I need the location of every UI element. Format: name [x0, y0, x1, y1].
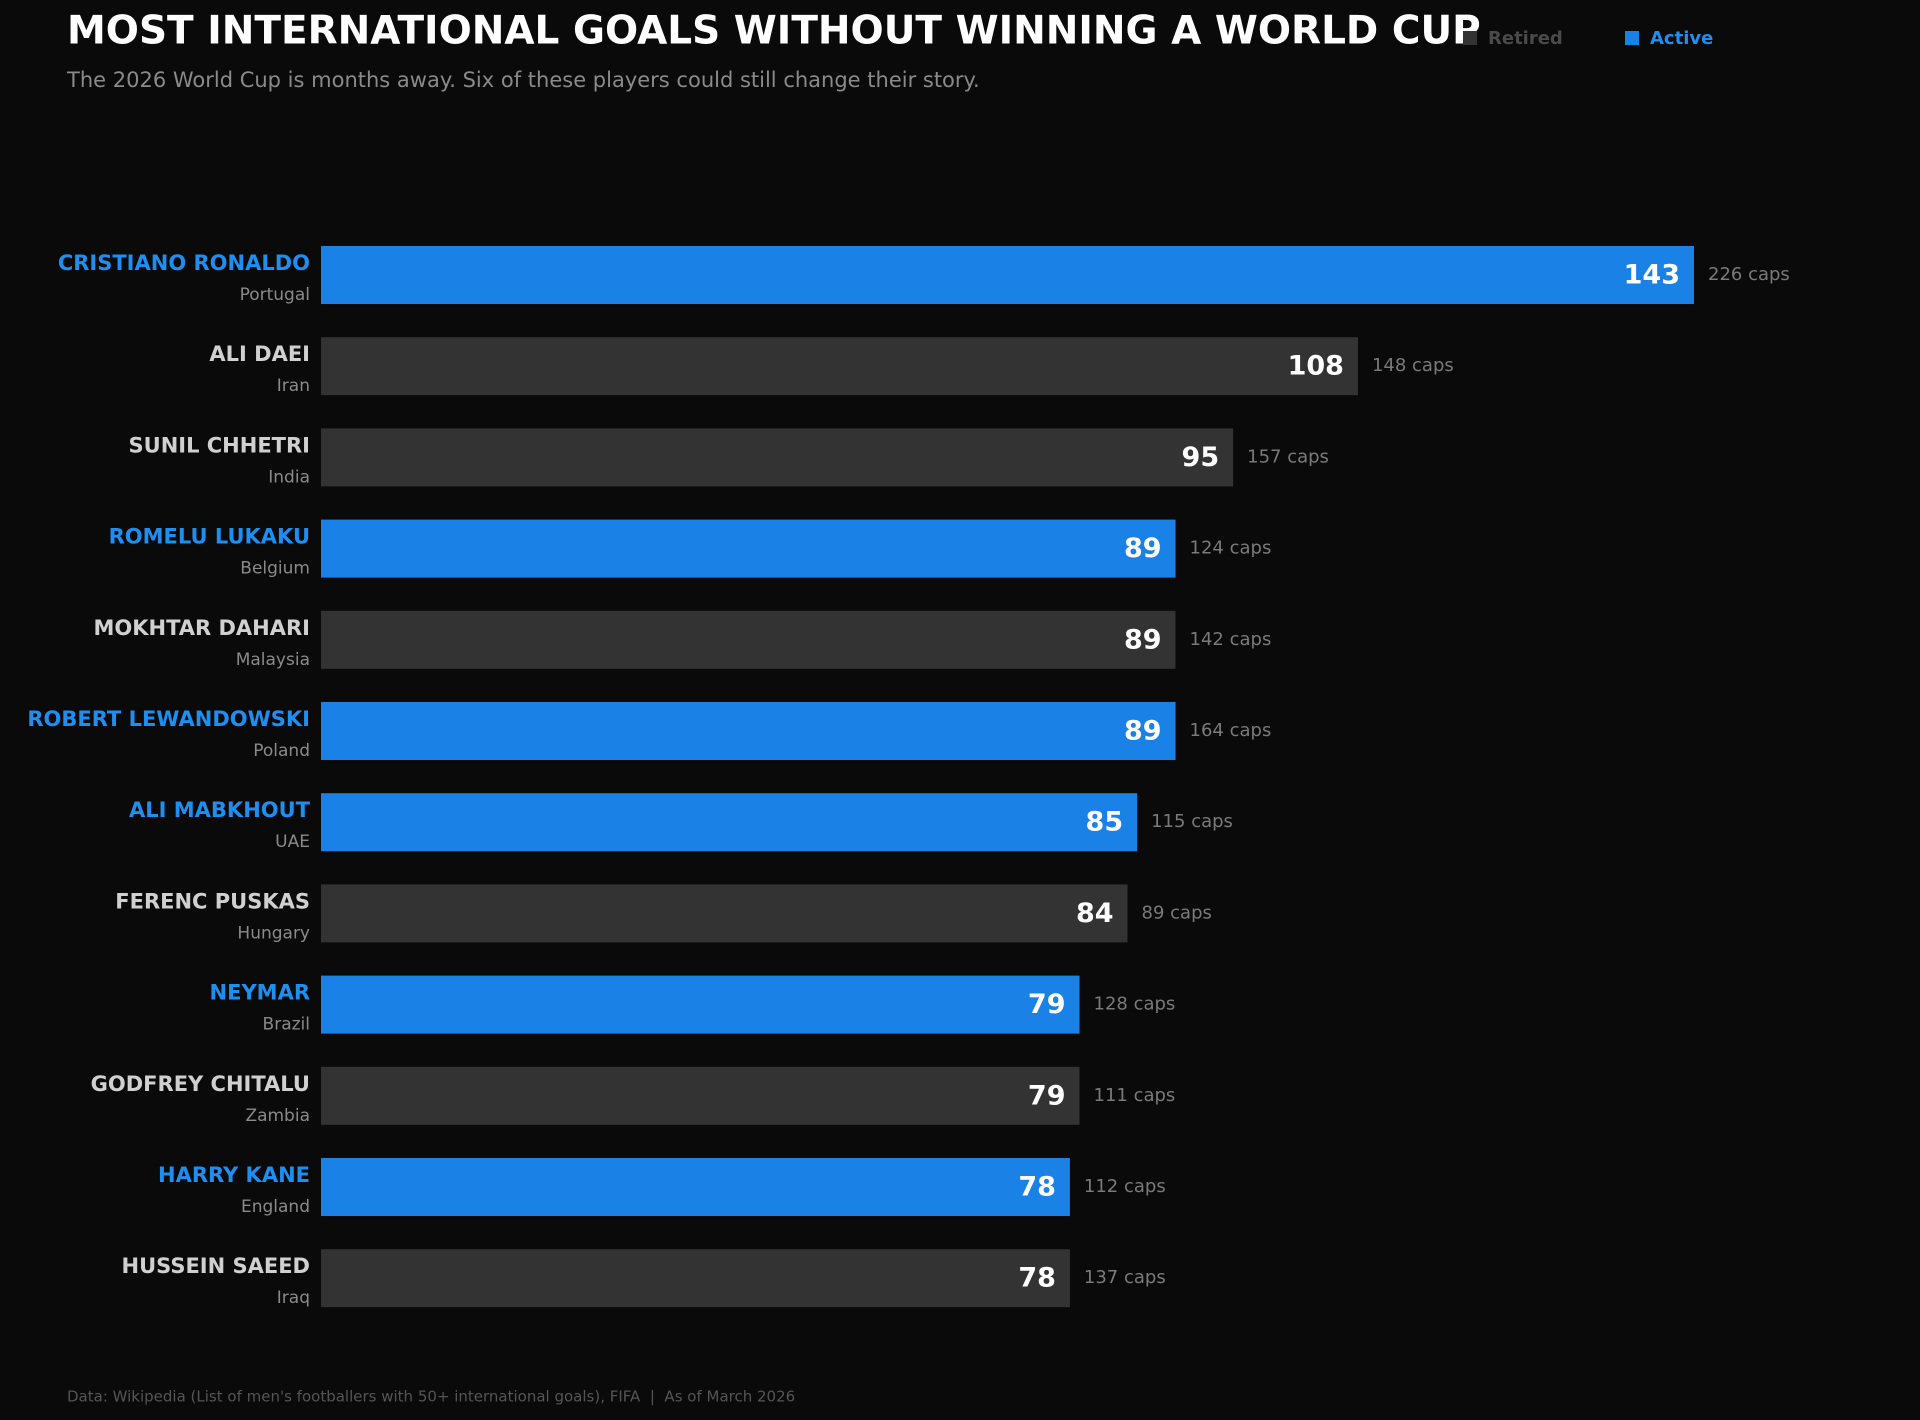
player-name: SUNIL CHHETRI: [129, 433, 310, 457]
caps-label: 111 caps: [1094, 1085, 1176, 1106]
value-label: 108: [1288, 351, 1344, 382]
caps-label: 124 caps: [1190, 538, 1272, 559]
player-name: CRISTIANO RONALDO: [58, 251, 310, 275]
player-country: Poland: [253, 741, 310, 761]
bar: [321, 1249, 1070, 1308]
bar: [321, 428, 1234, 487]
bar: [321, 975, 1080, 1034]
chart-subtitle: The 2026 World Cup is months away. Six o…: [66, 68, 980, 92]
player-country: Malaysia: [236, 650, 310, 670]
player-country: UAE: [275, 832, 310, 852]
caps-label: 157 caps: [1247, 446, 1329, 467]
footer: Data: Wikipedia (List of men's footballe…: [67, 1388, 795, 1406]
value-label: 143: [1624, 260, 1680, 291]
caps-label: 112 caps: [1084, 1176, 1166, 1197]
player-country: Belgium: [240, 559, 310, 579]
player-name: MOKHTAR DAHARI: [93, 616, 310, 640]
value-label: 89: [1124, 533, 1162, 564]
player-country: Iraq: [277, 1288, 310, 1308]
player-country: Hungary: [237, 923, 310, 943]
legend-swatch: [1625, 31, 1639, 45]
value-label: 89: [1124, 624, 1162, 655]
player-name: NEYMAR: [210, 981, 310, 1005]
player-name: FERENC PUSKAS: [115, 889, 310, 913]
value-label: 84: [1076, 898, 1114, 929]
caps-label: 142 caps: [1190, 629, 1272, 650]
player-country: Zambia: [245, 1106, 310, 1126]
caps-label: 164 caps: [1190, 720, 1272, 741]
legend-label: Active: [1650, 28, 1713, 49]
value-label: 85: [1086, 807, 1124, 838]
bar: [321, 702, 1176, 760]
player-country: India: [268, 467, 310, 487]
player-name: HUSSEIN SAEED: [122, 1254, 310, 1278]
value-label: 89: [1124, 716, 1162, 747]
player-name: GODFREY CHITALU: [91, 1072, 310, 1096]
value-label: 95: [1182, 442, 1220, 473]
bar: [321, 246, 1694, 304]
caps-label: 115 caps: [1151, 811, 1233, 832]
caps-label: 128 caps: [1094, 994, 1176, 1015]
legend-swatch: [1463, 31, 1477, 45]
bar: [321, 793, 1138, 852]
caps-label: 137 caps: [1084, 1267, 1166, 1288]
player-country: Brazil: [263, 1015, 310, 1035]
bar: [321, 337, 1358, 396]
legend-label: Retired: [1488, 28, 1563, 49]
caps-label: 89 caps: [1142, 902, 1212, 923]
player-name: HARRY KANE: [158, 1163, 310, 1187]
bar: [321, 1158, 1070, 1216]
bar: [321, 884, 1128, 943]
value-label: 79: [1028, 1080, 1066, 1111]
value-label: 78: [1018, 1263, 1056, 1294]
player-name: ROBERT LEWANDOWSKI: [27, 707, 310, 731]
value-label: 78: [1018, 1172, 1056, 1203]
value-label: 79: [1028, 989, 1066, 1020]
bar: [321, 1066, 1080, 1125]
player-name: ALI MABKHOUT: [129, 798, 311, 822]
caps-label: 148 caps: [1372, 355, 1454, 376]
chart-title: MOST INTERNATIONAL GOALS WITHOUT WINNING…: [67, 9, 1481, 54]
caps-label: 226 caps: [1708, 264, 1790, 285]
bar: [321, 519, 1176, 578]
player-country: Portugal: [240, 285, 310, 305]
player-name: ROMELU LUKAKU: [109, 525, 310, 549]
player-country: England: [241, 1197, 310, 1217]
bar: [321, 610, 1176, 669]
player-name: ALI DAEI: [209, 342, 310, 366]
player-country: Iran: [277, 376, 310, 396]
